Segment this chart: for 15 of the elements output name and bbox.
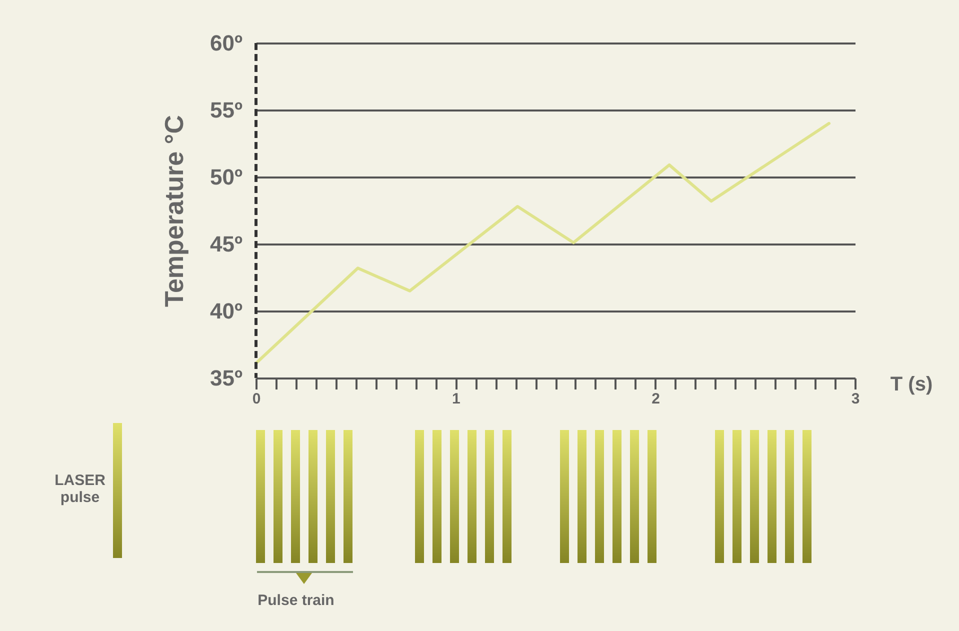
text: Pulse train [256,592,336,609]
line-series [254,122,831,365]
y-tick-label: 35º [210,366,242,390]
y-tick-label: 60º [210,30,242,56]
y-tick-label: 45º [210,232,242,256]
y-tick-label: 55º [210,98,242,122]
y-tick-label: 40º [210,298,242,324]
x-tick-label: 3 [851,390,860,408]
x-tick-label: 2 [652,390,660,408]
text: LASER pulse [54,472,106,506]
y-axis-title: Temperature °C [158,114,189,307]
x-tick-label: 1 [452,390,460,408]
x-tick-label: 0 [252,390,261,408]
y-tick-label: 50º [210,164,242,190]
x-axis-title: T (s) [890,374,933,396]
